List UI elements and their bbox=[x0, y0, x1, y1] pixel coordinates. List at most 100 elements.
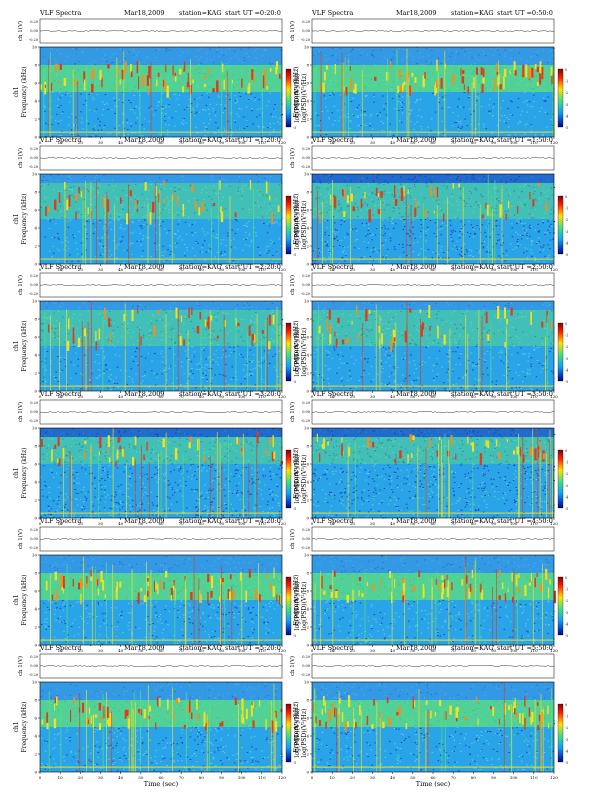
noise-speck bbox=[201, 366, 203, 368]
noise-speck bbox=[142, 380, 144, 382]
noise-speck bbox=[416, 98, 418, 100]
x-tick-label: 0 bbox=[311, 394, 314, 399]
noise-speck bbox=[161, 319, 163, 321]
noise-speck bbox=[242, 249, 244, 251]
noise-speck bbox=[133, 210, 135, 212]
noise-speck bbox=[496, 125, 499, 126]
noise-speck bbox=[483, 359, 485, 361]
noise-speck bbox=[196, 363, 198, 365]
noise-speck bbox=[446, 353, 448, 355]
noise-speck bbox=[71, 134, 73, 135]
noise-speck bbox=[414, 101, 417, 103]
noise-speck bbox=[72, 234, 74, 236]
noise-speck bbox=[454, 245, 456, 246]
noise-speck bbox=[336, 216, 338, 218]
band-streak bbox=[68, 318, 70, 330]
band-streak bbox=[101, 77, 103, 88]
noise-speck bbox=[456, 388, 459, 390]
noise-speck bbox=[533, 310, 535, 312]
band-streak bbox=[377, 209, 381, 214]
noise-speck bbox=[362, 124, 364, 126]
noise-speck bbox=[186, 249, 188, 251]
noise-speck bbox=[392, 316, 394, 318]
band-streak bbox=[482, 68, 485, 77]
noise-speck bbox=[473, 110, 475, 112]
band-streak bbox=[251, 69, 254, 80]
noise-speck bbox=[496, 198, 499, 199]
noise-speck bbox=[382, 95, 384, 97]
noise-speck bbox=[101, 114, 104, 116]
band-streak bbox=[510, 307, 513, 316]
noise-speck bbox=[402, 246, 404, 248]
noise-speck bbox=[383, 209, 385, 211]
noise-speck bbox=[317, 215, 319, 216]
noise-speck bbox=[426, 185, 428, 187]
noise-speck bbox=[44, 198, 46, 200]
upper-frequency-band bbox=[312, 310, 554, 346]
noise-speck bbox=[354, 203, 356, 205]
noise-speck bbox=[348, 324, 350, 326]
noise-speck bbox=[57, 260, 59, 262]
panel-start-label: start UT =2:20:0 bbox=[225, 263, 281, 271]
noise-speck bbox=[119, 238, 121, 240]
noise-speck bbox=[97, 343, 99, 345]
noise-speck bbox=[108, 256, 111, 258]
band-streak bbox=[335, 339, 338, 349]
y-tick-label: 8 bbox=[34, 317, 37, 322]
noise-speck bbox=[387, 262, 389, 264]
noise-speck bbox=[220, 251, 223, 253]
colorbar-label: log(PSD)(V²/Hz) bbox=[301, 201, 308, 250]
noise-speck bbox=[327, 310, 329, 312]
noise-speck bbox=[513, 205, 515, 207]
noise-speck bbox=[177, 230, 179, 232]
noise-speck bbox=[121, 204, 123, 206]
noise-speck bbox=[532, 186, 535, 188]
noise-speck bbox=[60, 371, 62, 373]
noise-speck bbox=[365, 125, 367, 127]
noise-speck bbox=[462, 233, 464, 235]
noise-speck bbox=[534, 336, 537, 337]
noise-speck bbox=[539, 202, 541, 204]
noise-speck bbox=[109, 132, 112, 134]
noise-speck bbox=[368, 373, 370, 375]
band-streak bbox=[107, 199, 110, 212]
noise-speck bbox=[371, 192, 373, 194]
noise-speck bbox=[323, 311, 325, 313]
noise-speck bbox=[161, 92, 164, 94]
noise-speck bbox=[140, 382, 142, 384]
noise-speck bbox=[130, 125, 132, 127]
band-streak bbox=[530, 311, 532, 325]
noise-speck bbox=[367, 182, 369, 184]
noise-speck bbox=[110, 324, 112, 326]
colorbar-label: log(PSD)(V²/Hz) bbox=[301, 328, 308, 377]
noise-speck bbox=[81, 121, 83, 123]
noise-speck bbox=[77, 358, 79, 360]
y-tick-label: 2 bbox=[306, 244, 309, 249]
band-streak bbox=[539, 72, 542, 85]
noise-speck bbox=[426, 233, 428, 235]
noise-speck bbox=[86, 189, 89, 190]
noise-speck bbox=[249, 370, 251, 372]
noise-speck bbox=[500, 107, 502, 109]
noise-speck bbox=[420, 98, 422, 100]
noise-speck bbox=[112, 329, 115, 331]
band-streak bbox=[191, 184, 194, 193]
noise-speck bbox=[326, 245, 329, 247]
noise-speck bbox=[447, 356, 449, 358]
band-streak bbox=[199, 312, 202, 320]
noise-speck bbox=[527, 360, 529, 362]
band-streak bbox=[534, 64, 537, 69]
noise-speck bbox=[511, 206, 513, 208]
noise-speck bbox=[470, 192, 472, 194]
noise-speck bbox=[363, 111, 365, 113]
noise-speck bbox=[396, 193, 399, 195]
band-streak bbox=[342, 190, 344, 197]
waveform-trace bbox=[39, 411, 283, 413]
noise-speck bbox=[186, 247, 188, 248]
sferic-line bbox=[465, 314, 467, 391]
noise-speck bbox=[92, 329, 94, 331]
noise-speck bbox=[126, 383, 128, 385]
noise-speck bbox=[540, 107, 543, 109]
noise-speck bbox=[334, 208, 336, 210]
noise-speck bbox=[381, 383, 383, 385]
